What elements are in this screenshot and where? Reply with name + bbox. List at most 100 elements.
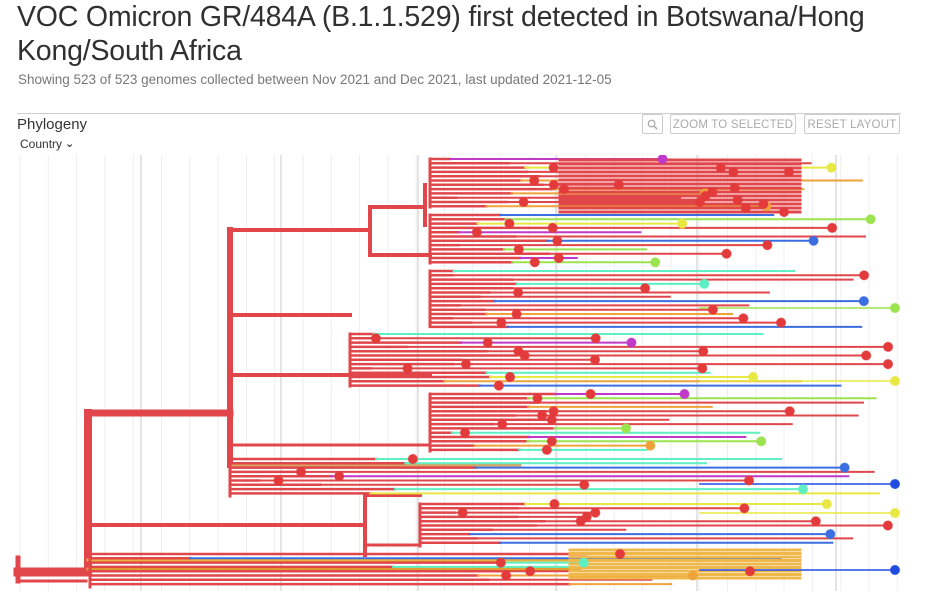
tree-tip[interactable] — [402, 363, 413, 374]
tree-tip[interactable] — [810, 516, 821, 527]
tree-tip[interactable] — [334, 471, 345, 482]
zoom-to-selected-button[interactable]: ZOOM TO SELECTED — [670, 114, 796, 134]
tree-tip[interactable] — [882, 341, 894, 352]
tree-tip[interactable] — [808, 235, 819, 246]
tree-tip[interactable] — [525, 566, 536, 577]
tree-tip[interactable] — [889, 478, 901, 490]
tree-tip[interactable] — [471, 227, 482, 238]
tree-tip[interactable] — [700, 190, 711, 202]
tree-tip[interactable] — [882, 359, 894, 370]
tree-tip[interactable] — [721, 248, 732, 259]
tree-tip[interactable] — [699, 278, 710, 289]
tree-tip[interactable] — [552, 235, 563, 246]
tree-tip[interactable] — [493, 380, 504, 391]
tree-tip[interactable] — [889, 375, 901, 387]
tree-tip[interactable] — [740, 202, 751, 214]
tree-tip[interactable] — [529, 257, 540, 268]
tree-tip[interactable] — [459, 427, 471, 438]
tree-tip[interactable] — [715, 162, 726, 174]
tree-tip[interactable] — [590, 333, 601, 344]
tree-tip[interactable] — [497, 419, 508, 430]
tree-tip[interactable] — [775, 317, 787, 328]
tree-tip[interactable] — [579, 479, 590, 490]
tree-tip[interactable] — [547, 222, 558, 234]
tree-tip[interactable] — [826, 162, 837, 173]
tree-tip[interactable] — [407, 453, 418, 465]
tree-tip[interactable] — [732, 194, 743, 206]
tree-tip[interactable] — [519, 350, 530, 361]
tree-tip[interactable] — [728, 166, 739, 178]
tree-tip[interactable] — [589, 354, 601, 365]
tree-tip[interactable] — [546, 414, 557, 425]
tree-tip[interactable] — [861, 350, 872, 361]
tree-tip[interactable] — [889, 302, 901, 314]
tree-tip[interactable] — [613, 179, 624, 190]
reset-layout-button[interactable]: RESET LAYOUT — [804, 114, 900, 134]
tree-tip[interactable] — [839, 462, 850, 473]
tree-tip[interactable] — [687, 570, 698, 581]
tree-tip[interactable] — [865, 214, 876, 225]
tree-tip[interactable] — [889, 507, 901, 519]
tree-tip[interactable] — [295, 466, 307, 477]
tree-tip[interactable] — [739, 503, 750, 514]
tree-tip[interactable] — [548, 162, 559, 173]
tree-tip[interactable] — [620, 423, 632, 434]
tree-tip[interactable] — [698, 346, 709, 357]
tree-tip[interactable] — [747, 371, 759, 383]
tree-tip[interactable] — [495, 557, 506, 568]
phylogeny-svg[interactable] — [0, 155, 939, 591]
tree-tip[interactable] — [640, 283, 651, 294]
tree-tip[interactable] — [679, 388, 690, 400]
tree-tip[interactable] — [457, 507, 468, 518]
tree-tip[interactable] — [590, 507, 601, 518]
tree-tip[interactable] — [460, 359, 472, 370]
tree-tip[interactable] — [821, 498, 832, 510]
tree-tip[interactable] — [578, 557, 589, 568]
tree-tip[interactable] — [496, 317, 507, 328]
tree-tip[interactable] — [537, 410, 548, 421]
tree-tip[interactable] — [697, 363, 708, 374]
tree-tip[interactable] — [650, 257, 661, 268]
color-by-dropdown[interactable]: Country ⌄ — [20, 137, 74, 151]
tree-tip[interactable] — [677, 218, 688, 229]
tree-tip[interactable] — [707, 304, 719, 315]
tree-tip[interactable] — [858, 270, 870, 281]
tree-tip[interactable] — [657, 155, 668, 165]
tree-tip[interactable] — [645, 440, 656, 451]
phylogeny-tree[interactable] — [0, 155, 939, 591]
tree-tip[interactable] — [626, 337, 637, 348]
tree-tip[interactable] — [513, 244, 524, 255]
tree-tip[interactable] — [738, 313, 749, 324]
tree-tip[interactable] — [504, 371, 516, 383]
tree-tip[interactable] — [882, 520, 893, 531]
tree-tip[interactable] — [548, 179, 559, 190]
tree-tip[interactable] — [558, 183, 570, 195]
tree-tip[interactable] — [585, 388, 596, 400]
tree-tip[interactable] — [518, 196, 529, 208]
tree-tip[interactable] — [482, 337, 493, 348]
tree-tip[interactable] — [532, 393, 543, 404]
tree-tip[interactable] — [744, 566, 756, 577]
zoom-button[interactable] — [642, 114, 663, 134]
tree-tip[interactable] — [825, 529, 836, 540]
tree-tip[interactable] — [729, 182, 740, 194]
tree-tip[interactable] — [778, 206, 790, 218]
tree-tip[interactable] — [546, 436, 557, 447]
tree-tip[interactable] — [743, 475, 755, 486]
tree-tip[interactable] — [762, 240, 773, 251]
tree-tip[interactable] — [783, 166, 794, 177]
tree-tip[interactable] — [501, 570, 512, 581]
tree-tip[interactable] — [784, 406, 795, 417]
tree-tip[interactable] — [575, 516, 586, 527]
tree-tip[interactable] — [548, 406, 559, 417]
tree-tip[interactable] — [614, 548, 626, 560]
tree-tip[interactable] — [370, 333, 382, 344]
tree-tip[interactable] — [758, 198, 769, 210]
tree-tip[interactable] — [797, 484, 809, 495]
tree-tip[interactable] — [756, 436, 767, 447]
tree-tip[interactable] — [889, 564, 901, 576]
tree-tip[interactable] — [273, 475, 284, 486]
tree-tip[interactable] — [858, 296, 869, 307]
tree-tip[interactable] — [541, 444, 552, 455]
tree-tip[interactable] — [504, 218, 515, 229]
